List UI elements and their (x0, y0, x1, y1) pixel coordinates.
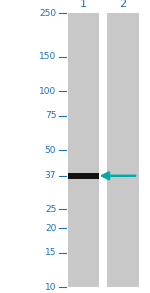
Text: 250: 250 (39, 9, 56, 18)
Text: 150: 150 (39, 52, 56, 61)
Text: 20: 20 (45, 224, 56, 233)
Text: 100: 100 (39, 87, 56, 96)
Text: 10: 10 (45, 283, 56, 292)
Text: 25: 25 (45, 205, 56, 214)
Bar (68, 13, 99, 287)
Bar (68, 173, 99, 179)
Text: 15: 15 (45, 248, 56, 257)
Bar (107, 13, 139, 287)
Text: 1: 1 (80, 0, 87, 9)
Text: 37: 37 (45, 171, 56, 180)
Text: 2: 2 (119, 0, 127, 9)
Text: 50: 50 (45, 146, 56, 155)
Text: 75: 75 (45, 111, 56, 120)
